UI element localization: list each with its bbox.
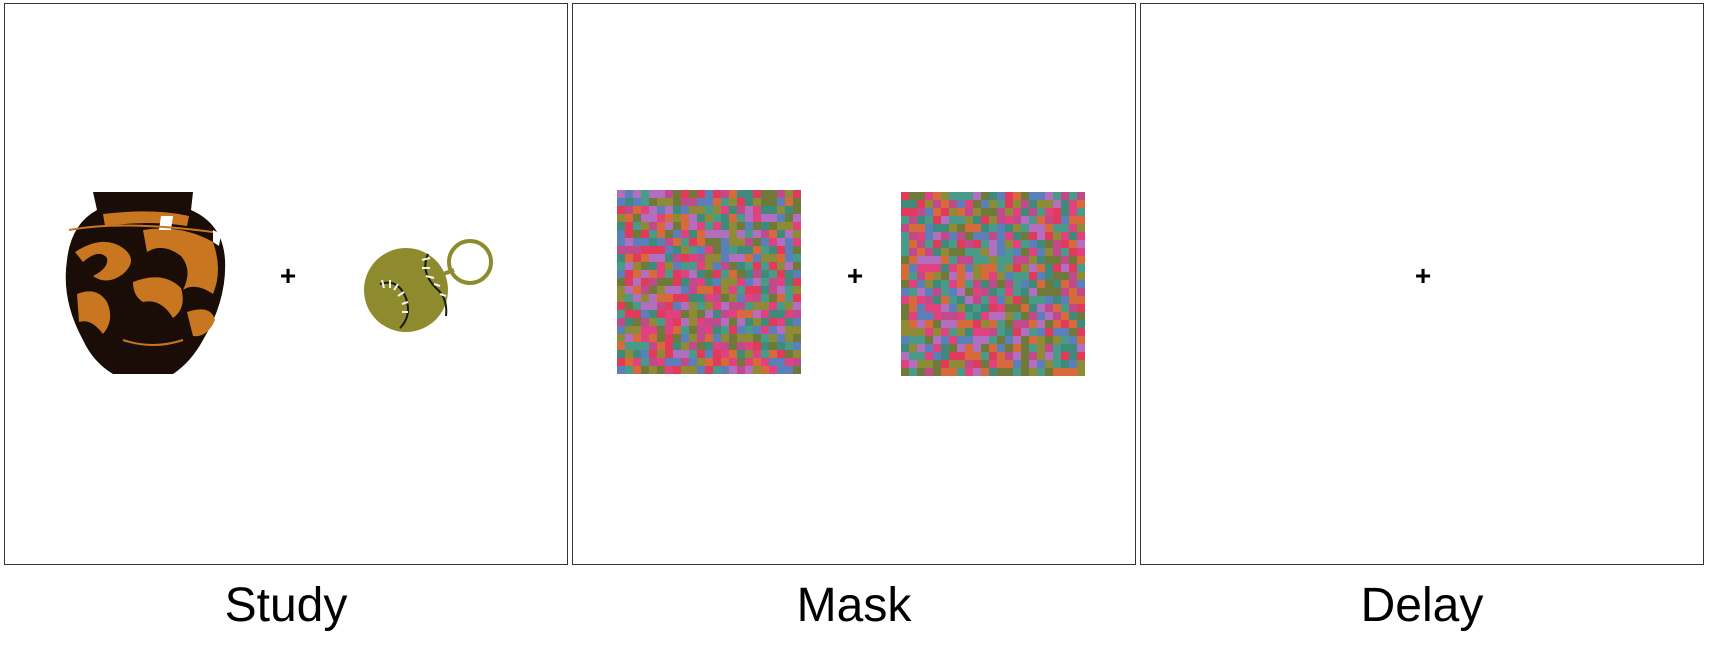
fixation-cross: + [279, 260, 297, 291]
fixation-cross: + [846, 260, 864, 291]
delay-label: Delay [1360, 579, 1484, 632]
vase-icon [65, 192, 226, 374]
delay-panel: + [1140, 3, 1704, 565]
baseball-keychain-icon [364, 239, 493, 332]
mask-panel: + [572, 3, 1136, 565]
study-panel: + [4, 3, 568, 565]
study-label: Study [224, 579, 348, 632]
fixation-cross: + [1414, 260, 1432, 291]
mask-label: Mask [796, 579, 912, 632]
noise-mask-right [901, 192, 1085, 376]
noise-mask-left [617, 190, 801, 374]
